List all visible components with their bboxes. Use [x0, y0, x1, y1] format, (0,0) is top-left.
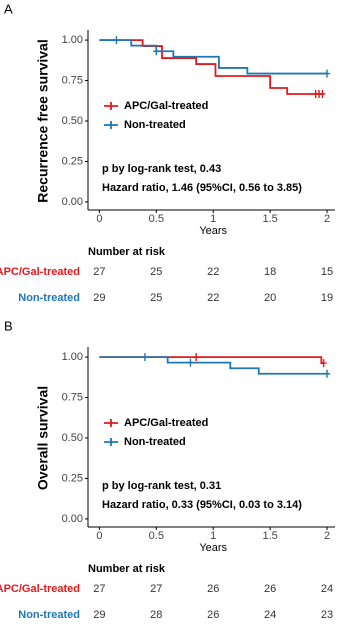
risk-count: 27 [150, 583, 162, 595]
risk-row-label: APC/Gal-treated [0, 266, 80, 278]
risk-count: 24 [264, 609, 276, 621]
risk-count: 15 [321, 266, 333, 278]
risk-table-title: Number at risk [88, 563, 166, 575]
risk-count: 26 [264, 583, 276, 595]
x-tick-label: 0.5 [149, 530, 164, 542]
censor-mark [324, 369, 331, 378]
x-tick-label: 2 [324, 213, 330, 225]
y-tick-label: 0.50 [62, 115, 83, 127]
y-axis-label: Recurrence free survival [35, 39, 51, 202]
risk-row-label: APC/Gal-treated [0, 583, 80, 595]
risk-row-label: Non-treated [18, 609, 80, 621]
risk-row-label: Non-treated [18, 292, 80, 304]
risk-count: 26 [207, 583, 219, 595]
risk-count: 25 [150, 292, 162, 304]
risk-count: 19 [321, 292, 333, 304]
risk-count: 29 [93, 609, 105, 621]
risk-count: 27 [93, 583, 105, 595]
x-tick-label: 0 [96, 530, 102, 542]
panel-label: A [4, 1, 13, 16]
risk-count: 27 [93, 266, 105, 278]
y-tick-label: 1.00 [62, 351, 83, 363]
legend-label: Non-treated [124, 119, 186, 131]
survival-curve [99, 39, 328, 75]
risk-count: 24 [321, 583, 333, 595]
legend-marker [104, 419, 118, 427]
risk-count: 20 [264, 292, 276, 304]
risk-count: 26 [207, 609, 219, 621]
y-tick-label: 0.25 [62, 155, 83, 167]
y-tick-label: 0.00 [62, 513, 83, 525]
risk-count: 22 [207, 292, 219, 304]
legend-label: Non-treated [124, 436, 186, 448]
risk-count: 28 [150, 609, 162, 621]
risk-count: 18 [264, 266, 276, 278]
risk-count: 25 [150, 266, 162, 278]
survival-curve [99, 356, 328, 375]
x-tick-label: 1 [210, 213, 216, 225]
censor-mark [187, 358, 194, 367]
censor-mark [324, 69, 331, 78]
x-tick-label: 0 [96, 213, 102, 225]
censor-mark [320, 359, 327, 368]
x-tick-label: 0.5 [149, 213, 164, 225]
survival-curve [99, 39, 324, 95]
annotation: Hazard ratio, 1.46 (95%CI, 0.56 to 3.85) [102, 182, 302, 194]
panel-label: B [4, 318, 13, 333]
risk-count: 29 [93, 292, 105, 304]
x-axis-label: Years [199, 225, 227, 237]
legend-marker [104, 102, 118, 110]
censor-mark [141, 353, 148, 362]
legend-marker [104, 438, 118, 446]
risk-count: 23 [321, 609, 333, 621]
annotation: p by log-rank test, 0.43 [102, 163, 221, 175]
risk-count: 22 [207, 266, 219, 278]
legend-label: APC/Gal-treated [124, 100, 208, 112]
risk-table-title: Number at risk [88, 246, 166, 258]
y-tick-label: 0.00 [62, 196, 83, 208]
x-tick-label: 1 [210, 530, 216, 542]
x-tick-label: 2 [324, 530, 330, 542]
censor-mark [153, 47, 160, 56]
censor-mark [319, 89, 326, 98]
y-tick-label: 0.50 [62, 432, 83, 444]
y-tick-label: 1.00 [62, 34, 83, 46]
x-axis-label: Years [199, 542, 227, 554]
y-tick-label: 0.25 [62, 472, 83, 484]
legend-marker [104, 121, 118, 129]
annotation: Hazard ratio, 0.33 (95%CI, 0.03 to 3.14) [102, 499, 302, 511]
annotation: p by log-rank test, 0.31 [102, 480, 221, 492]
x-tick-label: 1.5 [262, 213, 277, 225]
censor-mark [193, 353, 200, 362]
y-tick-label: 0.75 [62, 391, 83, 403]
legend-label: APC/Gal-treated [124, 417, 208, 429]
y-axis-label: Overall survival [35, 386, 51, 490]
y-tick-label: 0.75 [62, 74, 83, 86]
censor-mark [113, 36, 120, 45]
x-tick-label: 1.5 [262, 530, 277, 542]
